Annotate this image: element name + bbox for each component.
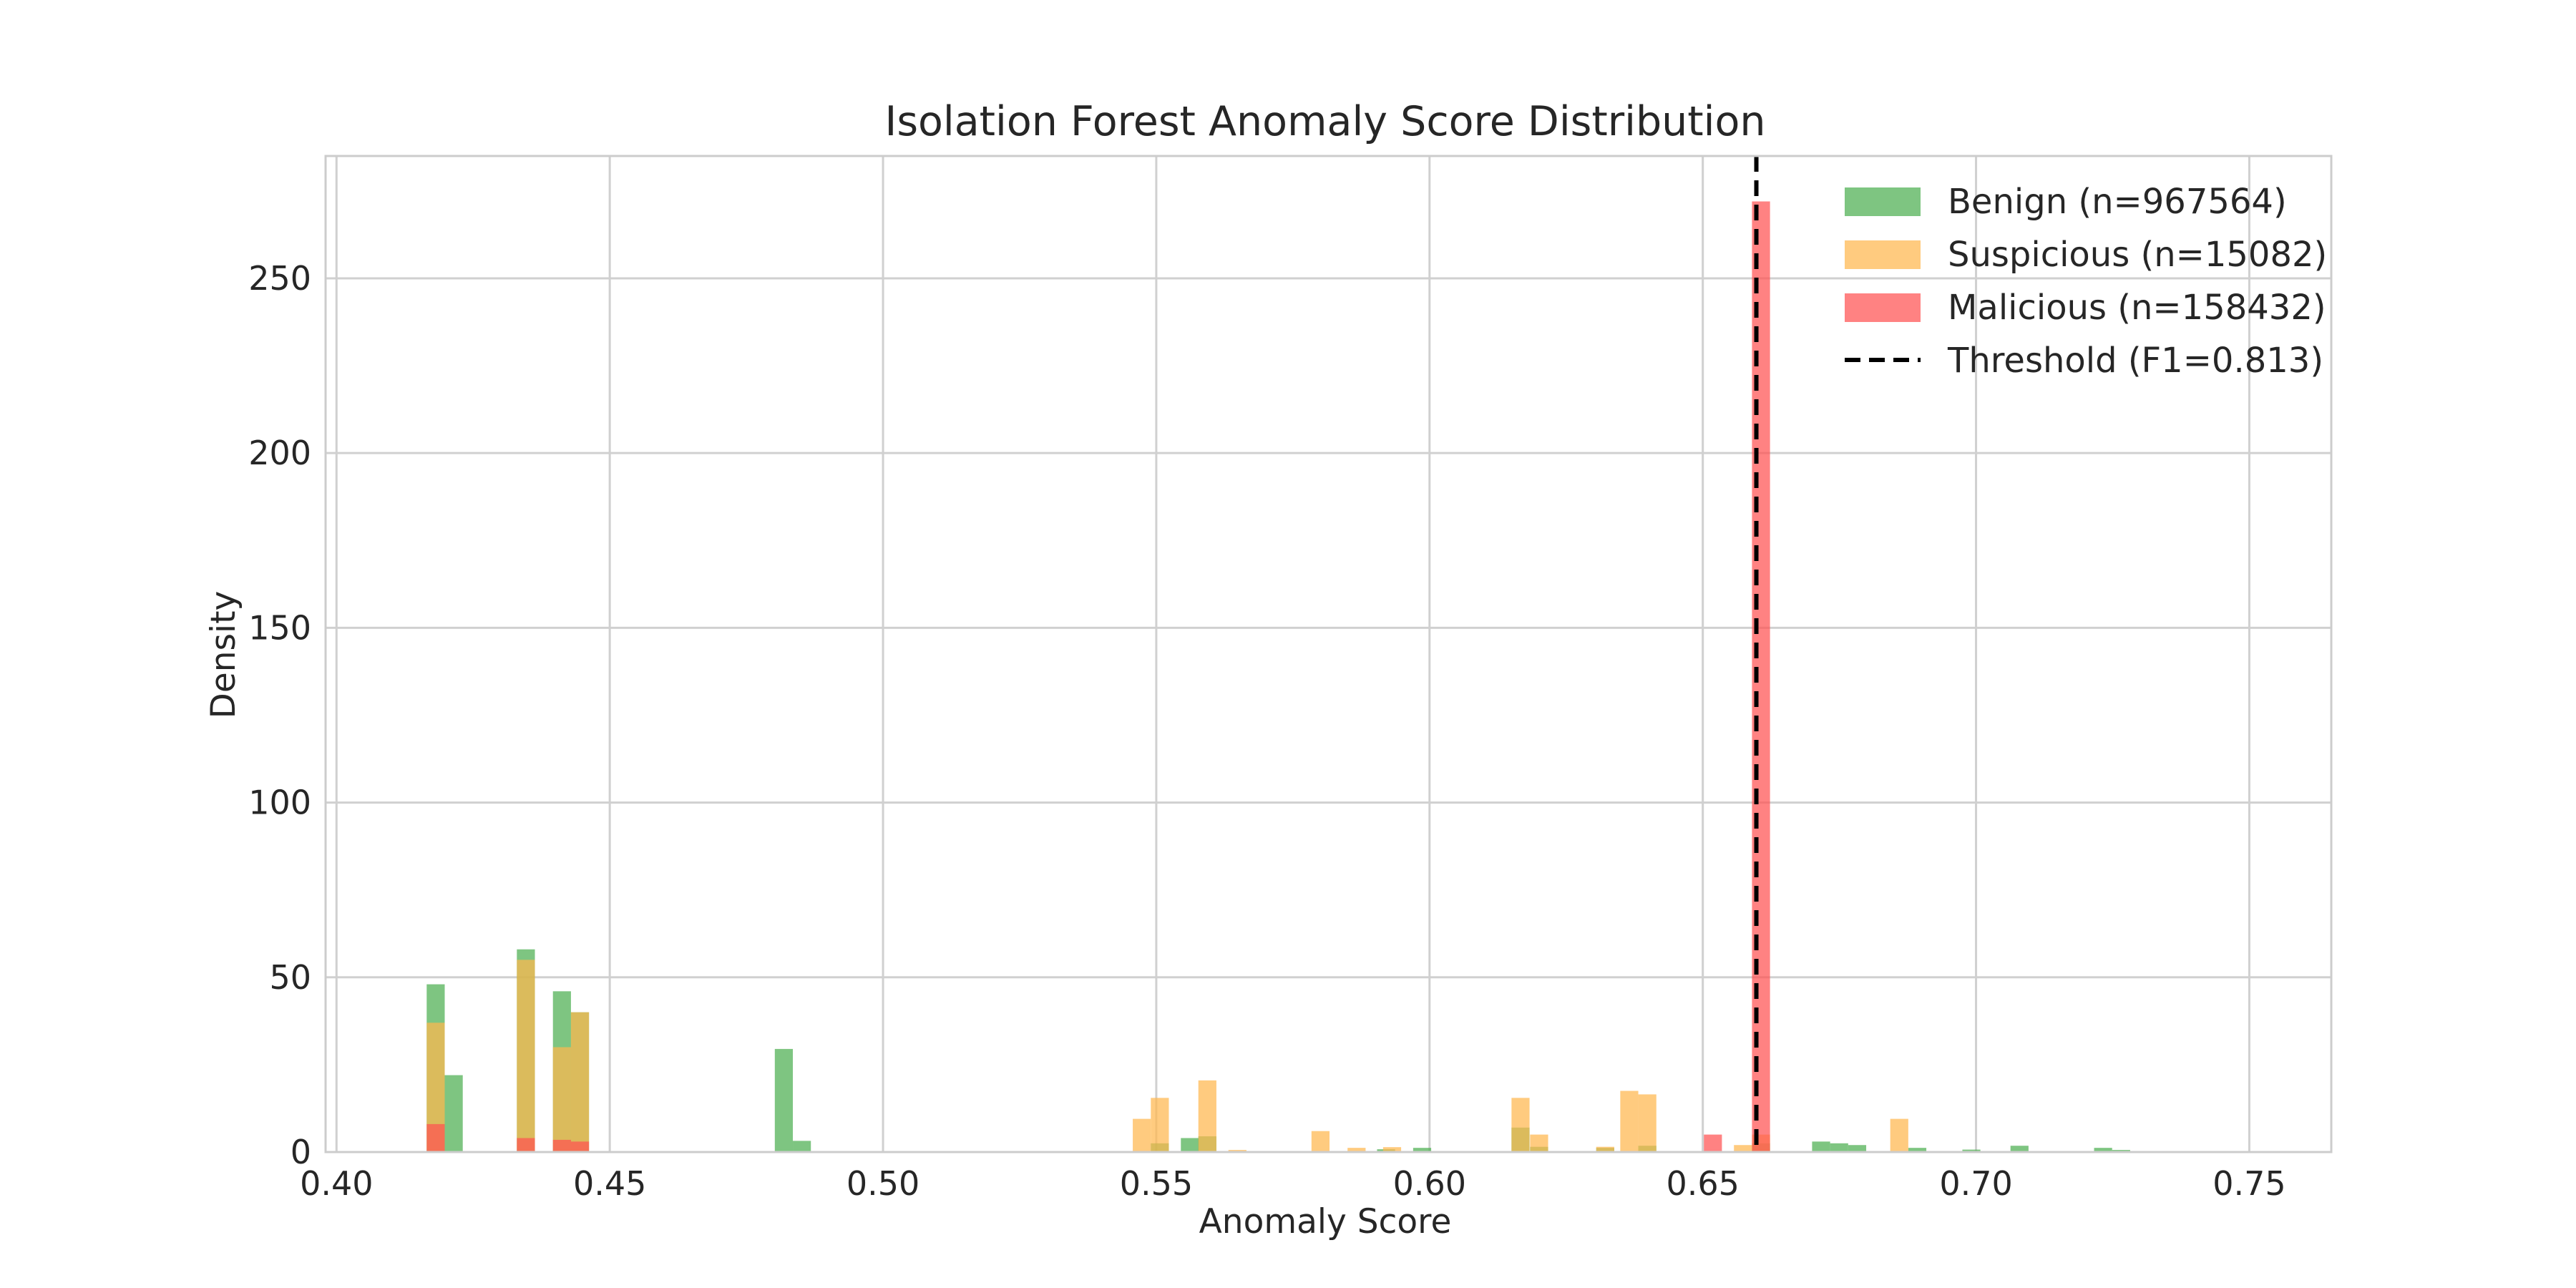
histogram-bar bbox=[1848, 1145, 1867, 1152]
legend-label-malicious: Malicious (n=158432) bbox=[1948, 288, 2326, 328]
histogram-bar bbox=[1596, 1146, 1614, 1152]
histogram-bar bbox=[1530, 1134, 1548, 1152]
histogram-bar bbox=[1908, 1148, 1927, 1152]
histogram-bar bbox=[552, 1139, 571, 1152]
histogram-bar bbox=[517, 960, 535, 1152]
histogram-bar bbox=[2010, 1146, 2029, 1152]
histogram-bar bbox=[1347, 1148, 1366, 1152]
histogram-bar bbox=[552, 1047, 571, 1152]
y-tick-label: 200 bbox=[248, 434, 311, 472]
histogram-bar bbox=[444, 1075, 463, 1152]
histogram-bar bbox=[1151, 1098, 1169, 1152]
histogram-bar bbox=[1181, 1138, 1199, 1152]
histogram-bar bbox=[1382, 1147, 1402, 1152]
series-0-bars bbox=[426, 949, 2130, 1152]
histogram-bar bbox=[1734, 1145, 1752, 1152]
x-tick-label: 0.65 bbox=[1666, 1164, 1739, 1203]
y-tick-label: 50 bbox=[269, 958, 311, 997]
y-axis-ticks: 0 50 100 150 200 250 bbox=[248, 259, 311, 1171]
histogram-bar bbox=[774, 1048, 794, 1152]
histogram-bar bbox=[1962, 1149, 1981, 1152]
x-tick-label: 0.55 bbox=[1120, 1164, 1193, 1203]
histogram-bar bbox=[1620, 1091, 1639, 1152]
histogram-bar bbox=[1511, 1098, 1530, 1152]
y-tick-label: 100 bbox=[248, 784, 311, 822]
grid-lines bbox=[326, 156, 2331, 1152]
legend-swatch-malicious bbox=[1845, 293, 1921, 322]
y-tick-label: 0 bbox=[291, 1133, 311, 1171]
histogram-bar bbox=[1812, 1141, 1830, 1152]
series-1-bars bbox=[426, 960, 1908, 1152]
plot-frame bbox=[324, 155, 2333, 1153]
legend-label-suspicious: Suspicious (n=15082) bbox=[1948, 235, 2327, 275]
histogram-bar bbox=[517, 1138, 535, 1152]
legend-label-threshold: Threshold (F1=0.813) bbox=[1947, 341, 2323, 381]
x-tick-label: 0.60 bbox=[1393, 1164, 1466, 1203]
chart-title: Isolation Forest Anomaly Score Distribut… bbox=[885, 98, 1766, 145]
histogram-bar bbox=[1198, 1080, 1216, 1152]
y-axis-label: Density bbox=[204, 591, 243, 719]
histogram-bar bbox=[1311, 1131, 1330, 1152]
histogram-bar bbox=[1704, 1134, 1722, 1152]
histogram-bar bbox=[426, 1123, 445, 1152]
legend-label-benign: Benign (n=967564) bbox=[1948, 182, 2287, 222]
x-tick-label: 0.50 bbox=[847, 1164, 919, 1203]
x-axis-ticks: 0.40 0.45 0.50 0.55 0.60 0.65 0.70 0.75 bbox=[300, 1164, 2286, 1203]
legend: Benign (n=967564) Suspicious (n=15082) M… bbox=[1845, 182, 2327, 381]
x-axis-label: Anomaly Score bbox=[1199, 1202, 1452, 1241]
x-tick-label: 0.45 bbox=[573, 1164, 646, 1203]
x-tick-label: 0.70 bbox=[1939, 1164, 2012, 1203]
histogram-bars bbox=[426, 201, 2130, 1152]
x-tick-label: 0.40 bbox=[300, 1164, 373, 1203]
x-tick-label: 0.75 bbox=[2212, 1164, 2285, 1203]
histogram-bar bbox=[570, 1141, 590, 1152]
histogram-bar bbox=[2094, 1148, 2112, 1152]
histogram-bar bbox=[1133, 1118, 1151, 1152]
series-2-bars bbox=[426, 201, 1770, 1152]
histogram-bar bbox=[570, 1012, 590, 1152]
histogram-bar bbox=[1890, 1118, 1908, 1152]
legend-swatch-benign bbox=[1845, 187, 1921, 216]
histogram-bar bbox=[1638, 1094, 1657, 1152]
y-tick-label: 150 bbox=[248, 608, 311, 647]
y-tick-label: 250 bbox=[248, 259, 311, 298]
histogram-bar bbox=[1830, 1143, 1848, 1152]
legend-swatch-suspicious bbox=[1845, 240, 1921, 269]
histogram-bar bbox=[1413, 1148, 1432, 1152]
histogram-bar bbox=[793, 1141, 811, 1152]
